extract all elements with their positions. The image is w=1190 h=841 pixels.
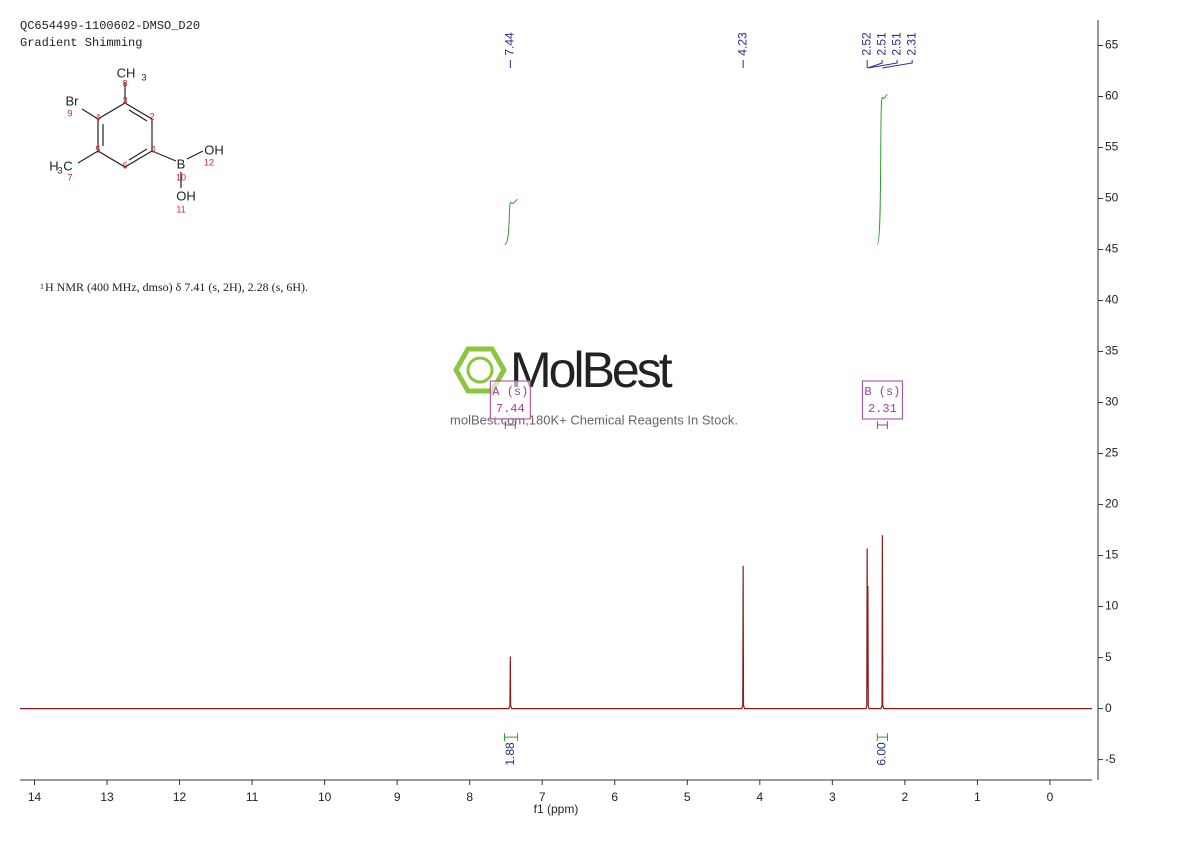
x-tick-label: 8 xyxy=(466,790,473,804)
peak-label: 2.52 xyxy=(859,32,873,56)
x-tick-label: 12 xyxy=(173,790,187,804)
multiplet-range xyxy=(876,421,888,429)
y-tick-label: 35 xyxy=(1105,344,1119,358)
y-tick-label: 5 xyxy=(1105,650,1112,664)
structure-bonds xyxy=(77,82,204,188)
x-tick-label: 5 xyxy=(684,790,691,804)
y-tick-label: 0 xyxy=(1105,701,1112,715)
y-tick-label: 65 xyxy=(1105,38,1119,52)
atom-number: 1 xyxy=(151,144,156,154)
multiplet-box xyxy=(861,380,903,420)
y-tick-label: 10 xyxy=(1105,599,1119,613)
atom-number: 6 xyxy=(122,160,127,170)
atom-label: Br xyxy=(66,93,80,108)
x-tick-label: 7 xyxy=(539,790,546,804)
y-tick-label: 60 xyxy=(1105,89,1119,103)
multiplet-name: A (s) xyxy=(492,385,528,399)
atom-label: C xyxy=(63,158,72,173)
x-tick-label: 4 xyxy=(756,790,763,804)
multiplet-shift: 2.31 xyxy=(868,402,897,416)
spectrum-line xyxy=(20,535,1092,710)
multiplet-name: B (s) xyxy=(864,385,900,399)
atom-number: 2 xyxy=(149,111,154,121)
peak-connector xyxy=(882,60,913,69)
x-tick-label: 11 xyxy=(246,790,259,804)
atom-number: 10 xyxy=(176,172,186,182)
atom-number: 9 xyxy=(67,108,72,118)
x-tick-label: 10 xyxy=(318,790,332,804)
atom-label: 3 xyxy=(141,72,146,82)
multiplet-range xyxy=(504,421,516,429)
peak-label: 4.23 xyxy=(735,32,749,56)
atom-label: H xyxy=(49,158,58,173)
atom-number: 8 xyxy=(122,78,127,88)
x-tick-label: 3 xyxy=(829,790,836,804)
x-tick-label: 0 xyxy=(1047,790,1054,804)
integral-curve xyxy=(876,93,888,245)
atom-label: OH xyxy=(176,188,196,203)
chart-title: QC654499-1100602-DMSO_D20 xyxy=(20,19,200,33)
peak-label: 2.31 xyxy=(904,32,918,56)
y-tick-label: 55 xyxy=(1105,140,1119,154)
atom-number: 12 xyxy=(204,157,214,167)
atom-label: OH xyxy=(204,142,224,157)
y-tick-label: 25 xyxy=(1105,446,1119,460)
x-tick-label: 13 xyxy=(100,790,114,804)
peak-label: 2.51 xyxy=(874,32,888,56)
peak-connector xyxy=(867,60,898,69)
multiplet-shift: 7.44 xyxy=(496,402,525,416)
atom-label: B xyxy=(177,156,186,171)
y-tick-label: 20 xyxy=(1105,497,1119,511)
x-tick-label: 9 xyxy=(394,790,401,804)
integral-bracket xyxy=(504,733,519,742)
x-tick-label: 14 xyxy=(28,790,42,804)
x-tick-label: 1 xyxy=(974,790,981,804)
atom-number: 11 xyxy=(176,204,185,214)
peak-connector xyxy=(867,60,883,69)
y-tick-label: 40 xyxy=(1105,293,1119,307)
integral-label: 1.88 xyxy=(503,742,517,766)
chart-subtitle: Gradient Shimming xyxy=(20,36,142,50)
atom-label: CH xyxy=(117,65,136,80)
atom-label: 3 xyxy=(57,165,62,175)
y-tick-label: 30 xyxy=(1105,395,1119,409)
peak-label: 2.51 xyxy=(889,32,903,56)
x-tick-label: 6 xyxy=(611,790,618,804)
atom-number: 4 xyxy=(95,112,100,122)
annotation-sup: 1 xyxy=(40,282,44,291)
y-tick-label: 50 xyxy=(1105,191,1119,205)
annotation: H NMR (400 MHz, dmso) δ 7.41 (s, 2H), 2.… xyxy=(45,280,308,294)
x-tick-label: 2 xyxy=(902,790,909,804)
y-tick-label: -5 xyxy=(1105,752,1116,766)
watermark: MolBest xyxy=(510,342,673,398)
y-tick-label: 45 xyxy=(1105,242,1119,256)
atom-number: 5 xyxy=(95,144,100,154)
integral-label: 6.00 xyxy=(875,742,889,766)
integral-bracket xyxy=(876,733,888,742)
x-axis-label: f1 (ppm) xyxy=(534,802,579,816)
atom-number: 7 xyxy=(67,172,72,182)
integral-curve xyxy=(504,199,518,245)
y-tick-label: 15 xyxy=(1105,548,1119,562)
peak-label: 7.44 xyxy=(502,32,516,56)
atom-number: 3 xyxy=(122,95,127,105)
multiplet-box xyxy=(489,380,531,420)
